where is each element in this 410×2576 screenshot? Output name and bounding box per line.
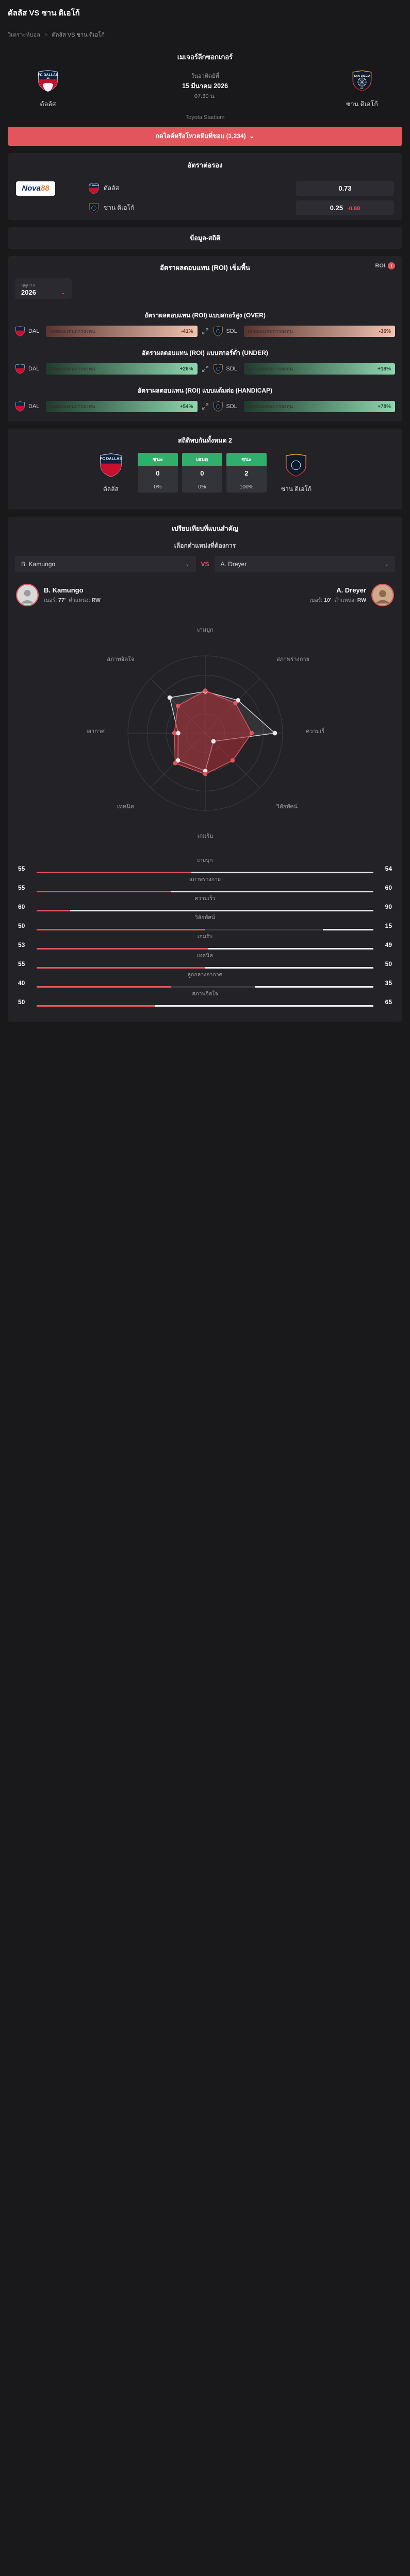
- svg-text:96: 96: [46, 77, 50, 80]
- svg-text:เทคนิค: เทคนิค: [117, 804, 134, 810]
- svg-text:ลูกกลางอากาศ: ลูกกลางอากาศ: [87, 728, 105, 735]
- svg-text:สภาพร่างกาย: สภาพร่างกาย: [276, 656, 309, 663]
- svg-text:ความเร็ว: ความเร็ว: [306, 727, 324, 735]
- svg-text:FC DALLAS: FC DALLAS: [38, 73, 58, 77]
- svg-text:FC DALLAS: FC DALLAS: [89, 184, 99, 187]
- svg-text:เกมรับ: เกมรับ: [197, 833, 213, 839]
- svg-text:สภาพจิตใจ: สภาพจิตใจ: [107, 656, 134, 663]
- svg-text:วิสัยทัศน์: วิสัยทัศน์: [276, 803, 298, 810]
- svg-text:SAN DIEGO: SAN DIEGO: [354, 75, 370, 78]
- svg-text:FC DALLAS: FC DALLAS: [100, 456, 122, 461]
- svg-text:เกมบุก: เกมบุก: [197, 627, 213, 633]
- svg-text:FC: FC: [360, 87, 364, 90]
